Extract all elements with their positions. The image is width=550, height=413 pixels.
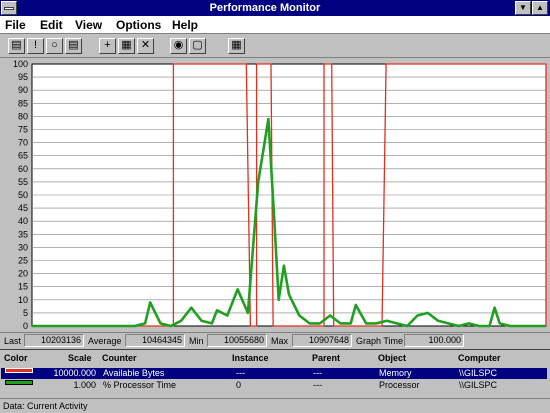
legend-instance: 0 xyxy=(236,380,242,390)
legend-computer: \\GILSPC xyxy=(459,380,498,390)
legend-object: Processor xyxy=(379,380,420,390)
y-tick-label: 55 xyxy=(18,177,28,187)
log-view-icon[interactable]: ○ xyxy=(46,38,63,54)
legend-color-swatch xyxy=(5,380,33,385)
average-value: 10464345 xyxy=(125,334,185,347)
min-value: 10055680 xyxy=(207,334,267,347)
y-tick-label: 5 xyxy=(23,308,28,318)
minimize-button[interactable]: ▼ xyxy=(515,1,531,15)
y-tick-label: 95 xyxy=(18,72,28,82)
average-label: Average xyxy=(88,336,122,346)
y-tick-label: 50 xyxy=(18,190,28,200)
legend-header-instance: Instance xyxy=(232,353,269,363)
legend-header-counter: Counter xyxy=(102,353,137,363)
chart-view-icon[interactable]: ▤ xyxy=(8,38,25,54)
max-value: 10907648 xyxy=(292,334,352,347)
menu-view[interactable]: View xyxy=(75,18,103,32)
y-tick-label: 20 xyxy=(18,269,28,279)
y-tick-label: 30 xyxy=(18,242,28,252)
maximize-button[interactable]: ▲ xyxy=(532,1,548,15)
y-tick-label: 10 xyxy=(18,295,28,305)
legend-counter: % Processor Time xyxy=(103,380,177,390)
legend-parent: --- xyxy=(313,368,322,378)
legend-counter: Available Bytes xyxy=(103,368,165,378)
bookmark-icon[interactable]: ▢ xyxy=(189,38,206,54)
legend-row-available-bytes[interactable]: 10000.000 Available Bytes --- --- Memory… xyxy=(1,368,547,379)
toolbar: ▤ ! ○ ▤ + ▦ ✕ ◉ ▢ ▦ xyxy=(0,35,550,58)
update-now-icon[interactable]: ◉ xyxy=(170,38,187,54)
alert-view-icon[interactable]: ! xyxy=(27,38,44,54)
y-tick-label: 35 xyxy=(18,229,28,239)
legend-header-color: Color xyxy=(4,353,28,363)
delete-counter-icon[interactable]: ✕ xyxy=(137,38,154,54)
legend-scale: 1.000 xyxy=(73,380,96,390)
edit-counter-icon[interactable]: ▦ xyxy=(118,38,135,54)
graph-time-value: 100.000 xyxy=(404,334,464,347)
menu-file[interactable]: File xyxy=(5,18,26,32)
menu-bar: File Edit View Options Help xyxy=(0,16,550,34)
y-tick-label: 70 xyxy=(18,138,28,148)
legend-header-computer: Computer xyxy=(458,353,501,363)
value-bar: Last 10203136 Average 10464345 Min 10055… xyxy=(0,332,550,348)
title-bar: Performance Monitor ▼ ▲ xyxy=(0,0,550,16)
window-title: Performance Monitor xyxy=(209,2,321,14)
max-label: Max xyxy=(271,336,289,346)
y-tick-label: 100 xyxy=(13,59,28,69)
last-value: 10203136 xyxy=(24,334,84,347)
chart-area: 0 5 10 15 20 25 30 35 40 45 50 55 60 65 70 75 80 85 90 95 10… xyxy=(0,59,550,331)
report-view-icon[interactable]: ▤ xyxy=(65,38,82,54)
y-tick-label: 65 xyxy=(18,151,28,161)
y-tick-label: 60 xyxy=(18,164,28,174)
menu-options[interactable]: Options xyxy=(116,18,162,32)
legend-computer: \\GILSPC xyxy=(459,368,498,378)
legend-header-object: Object xyxy=(378,353,407,363)
y-tick-label: 0 xyxy=(23,321,28,331)
menu-edit[interactable]: Edit xyxy=(40,18,63,32)
last-label: Last xyxy=(4,336,22,346)
legend-color-swatch xyxy=(5,368,33,373)
legend-header-scale: Scale xyxy=(68,353,92,363)
status-text: Data: Current Activity xyxy=(3,401,88,411)
options-icon[interactable]: ▦ xyxy=(228,38,245,54)
legend-object: Memory xyxy=(379,368,412,378)
status-bar: Data: Current Activity xyxy=(0,398,550,413)
legend-row-processor-time[interactable]: 1.000 % Processor Time 0 --- Processor \… xyxy=(1,380,547,391)
legend-scale: 10000.000 xyxy=(53,368,96,378)
chart-svg: 0 5 10 15 20 25 30 35 40 45 50 55 60 65 70 75 80 85 90 95 10… xyxy=(13,59,547,331)
y-tick-label: 15 xyxy=(18,282,28,292)
y-tick-label: 90 xyxy=(18,85,28,95)
menu-help[interactable]: Help xyxy=(172,18,199,32)
graph-time-label: Graph Time xyxy=(356,336,404,346)
series-line xyxy=(32,63,547,327)
legend-parent: --- xyxy=(313,380,322,390)
min-label: Min xyxy=(189,336,204,346)
legend-instance: --- xyxy=(236,368,245,378)
y-tick-label: 40 xyxy=(18,216,28,226)
y-tick-label: 45 xyxy=(18,203,28,213)
series-line xyxy=(32,117,546,328)
add-counter-icon[interactable]: + xyxy=(99,38,116,54)
y-tick-label: 25 xyxy=(18,256,28,266)
y-tick-label: 85 xyxy=(18,98,28,108)
legend-header-parent: Parent xyxy=(312,353,341,363)
legend: Color Scale Counter Instance Parent Obje… xyxy=(0,349,550,397)
y-tick-label: 75 xyxy=(18,125,28,135)
y-tick-label: 80 xyxy=(18,111,28,121)
system-menu-icon[interactable] xyxy=(1,1,17,15)
